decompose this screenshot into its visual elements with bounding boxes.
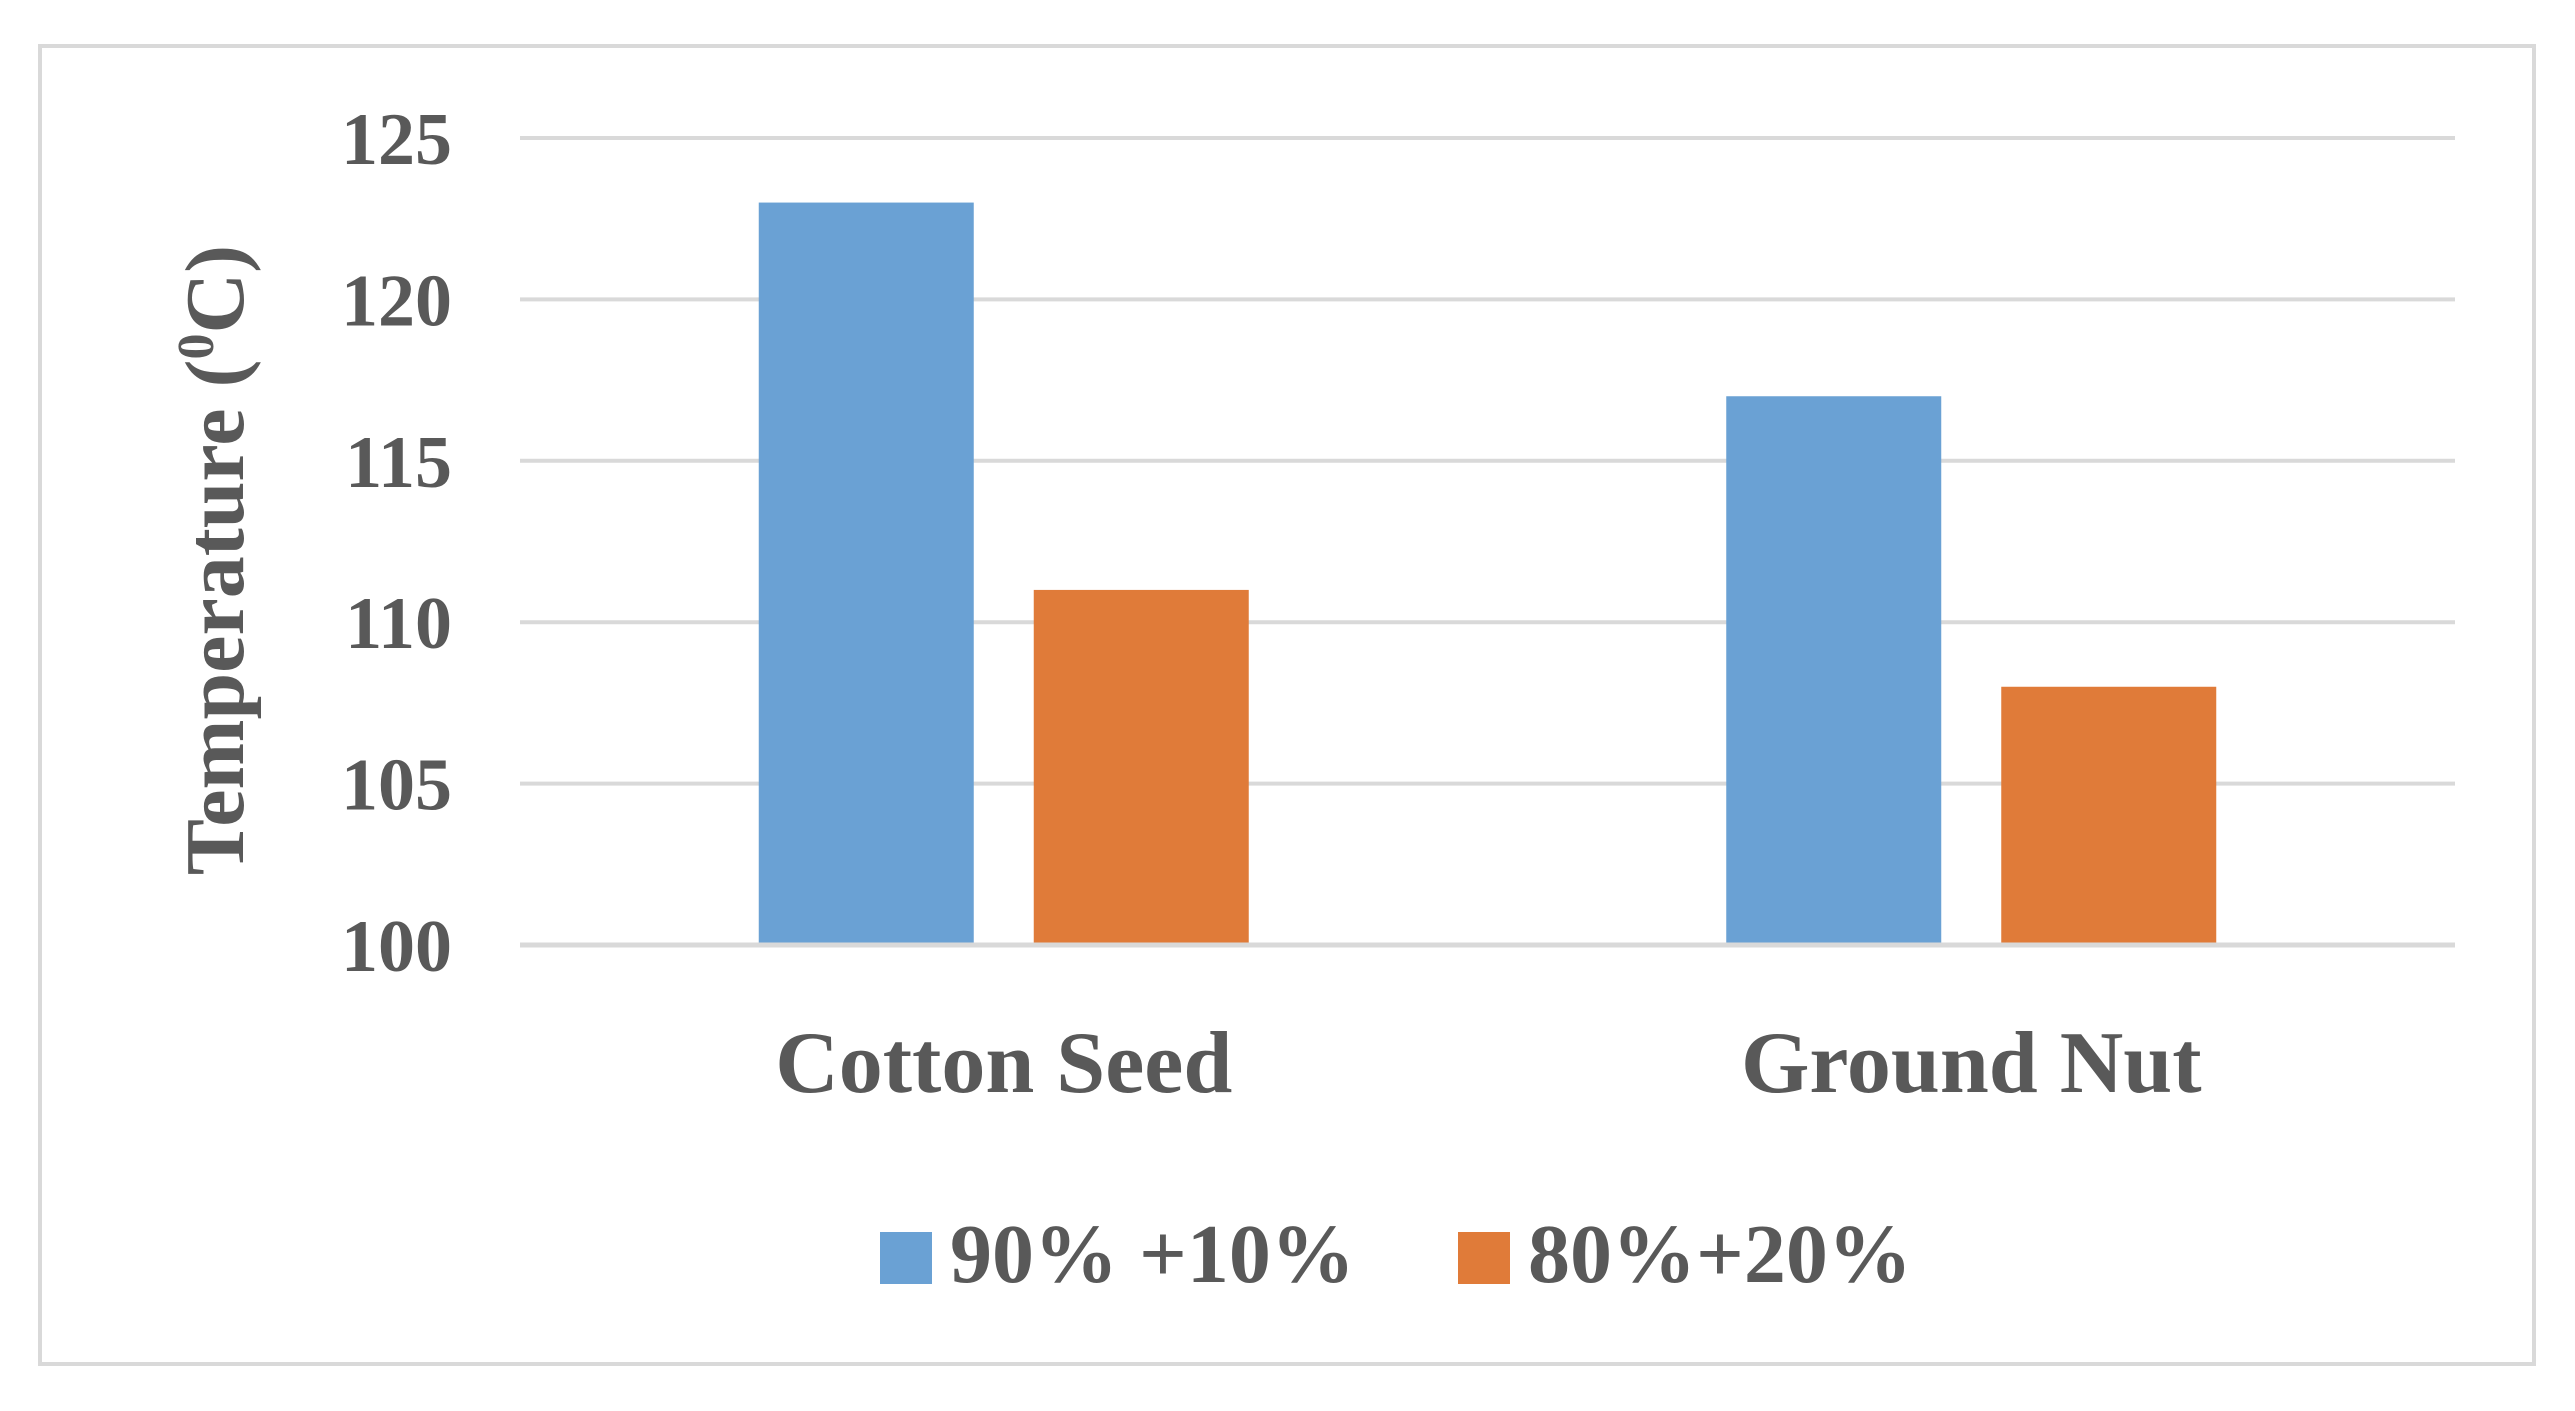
y-tick-label-105: 105 <box>341 745 452 827</box>
y-tick-label-115: 115 <box>345 422 452 504</box>
y-axis-ticks: 100 105 110 115 120 125 <box>341 99 452 988</box>
y-axis-title: Temperature (0C) <box>168 245 262 875</box>
bar-cotton-seed-series-2 <box>1033 589 1249 945</box>
y-axis-title-suffix: C) <box>169 245 262 334</box>
bars <box>758 202 2217 945</box>
y-tick-label-100: 100 <box>341 906 452 988</box>
legend-label-2: 80%+20% <box>1528 1208 1912 1301</box>
legend-swatch-2 <box>1458 1232 1510 1284</box>
y-axis-title-prefix: Temperature ( <box>169 360 262 876</box>
y-axis-title-superscript: 0 <box>168 334 225 360</box>
x-category-label-cotton-seed: Cotton Seed <box>775 1015 1232 1112</box>
y-tick-label-125: 125 <box>341 99 452 181</box>
y-tick-label-110: 110 <box>345 583 452 665</box>
x-axis-category-labels: Cotton Seed Ground Nut <box>775 1015 2201 1112</box>
x-category-label-ground-nut: Ground Nut <box>1741 1015 2202 1112</box>
bar-cotton-seed-series-1 <box>758 202 974 945</box>
bar-ground-nut-series-2 <box>2001 686 2217 945</box>
y-tick-label-120: 120 <box>341 260 452 342</box>
legend: 90% +10% 80%+20% <box>880 1208 1912 1301</box>
bar-ground-nut-series-1 <box>1726 396 1942 945</box>
legend-label-1: 90% +10% <box>950 1208 1355 1301</box>
legend-swatch-1 <box>880 1232 932 1284</box>
